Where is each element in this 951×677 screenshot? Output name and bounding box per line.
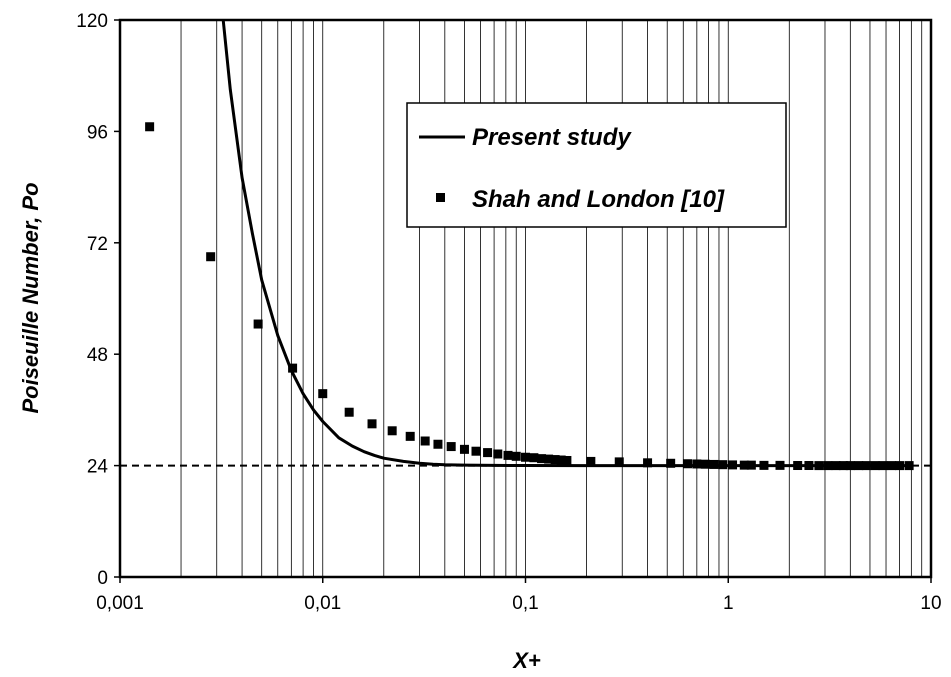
- data-point-shah-london: [471, 446, 481, 456]
- data-point-shah-london: [387, 426, 397, 436]
- data-point-shah-london: [718, 460, 728, 470]
- data-point-shah-london: [483, 448, 493, 458]
- data-point-shah-london: [793, 461, 803, 471]
- x-tick-label: 0,001: [96, 593, 144, 614]
- data-point-shah-london: [700, 459, 710, 469]
- data-point-shah-london: [878, 461, 888, 471]
- data-point-shah-london: [562, 455, 572, 465]
- data-point-shah-london: [521, 452, 530, 462]
- data-point-shah-london: [367, 419, 377, 429]
- data-point-shah-london: [586, 456, 596, 466]
- data-point-shah-london: [775, 460, 785, 470]
- y-tick-label: 0: [97, 568, 108, 589]
- x-tick-label: 1: [723, 593, 734, 614]
- data-point-shah-london: [838, 461, 848, 471]
- data-point-shah-london: [692, 459, 702, 469]
- data-point-shah-london: [550, 455, 560, 465]
- data-point-shah-london: [556, 455, 566, 465]
- data-point-shah-london: [845, 461, 855, 471]
- data-point-shah-london: [728, 460, 738, 470]
- axis-layer: 0,001 0,01 0,1 1 10 0 24 48 72 96 120: [76, 11, 941, 614]
- data-point-shah-london: [544, 454, 554, 464]
- series-line-present-study: [221, 19, 912, 468]
- data-point-shah-london: [446, 442, 456, 452]
- data-point-shah-london: [433, 439, 443, 449]
- data-point-shah-london: [904, 461, 914, 471]
- data-point-shah-london: [511, 451, 521, 461]
- y-tick-label: 48: [87, 345, 108, 366]
- y-tick-label: 72: [87, 234, 108, 255]
- data-point-shah-london: [709, 459, 719, 469]
- data-point-shah-london: [529, 453, 539, 463]
- data-point-shah-london: [206, 252, 216, 262]
- data-point-shah-london: [459, 444, 469, 454]
- data-point-shah-london: [861, 461, 871, 471]
- legend-box: [406, 102, 787, 228]
- legend-label-present-study: Present study: [472, 124, 632, 151]
- data-point-shah-london: [145, 122, 155, 132]
- y-tick-label: 120: [76, 11, 108, 32]
- data-point-shah-london: [739, 460, 749, 470]
- legend: Present study Shah and London [10]: [406, 102, 787, 228]
- data-point-shah-london: [895, 461, 905, 471]
- data-point-shah-london: [493, 449, 503, 459]
- data-point-shah-london: [804, 461, 814, 471]
- legend-marker-swatch: [436, 193, 445, 202]
- data-point-shah-london: [759, 460, 769, 470]
- data-point-shah-london: [854, 461, 864, 471]
- y-axis-title: Poiseuille Number, Po: [18, 182, 43, 413]
- x-tick-label: 0,01: [304, 593, 341, 614]
- y-tick-label: 24: [87, 457, 109, 478]
- data-point-shah-london: [823, 461, 833, 471]
- data-point-shah-london: [666, 458, 676, 468]
- data-point-shah-london: [537, 454, 547, 464]
- data-point-shah-london: [503, 450, 513, 460]
- data-point-shah-london: [870, 461, 880, 471]
- series-layer: [145, 19, 914, 471]
- data-point-shah-london: [831, 461, 841, 471]
- data-point-shah-london: [614, 457, 624, 467]
- data-point-shah-london: [814, 461, 824, 471]
- data-point-shah-london: [405, 431, 415, 441]
- legend-label-shah-london: Shah and London [10]: [472, 186, 725, 213]
- data-point-shah-london: [887, 461, 897, 471]
- data-point-shah-london: [746, 460, 756, 470]
- data-point-shah-london: [288, 363, 298, 373]
- data-point-shah-london: [420, 436, 430, 446]
- x-tick-label: 10: [920, 593, 941, 614]
- y-tick-label: 96: [87, 122, 108, 143]
- data-point-shah-london: [253, 319, 263, 329]
- data-point-shah-london: [318, 389, 328, 399]
- data-point-shah-london: [643, 458, 653, 468]
- x-tick-label: 0,1: [512, 593, 538, 614]
- x-axis-title: X+: [511, 648, 541, 673]
- data-point-shah-london: [683, 459, 693, 469]
- data-point-shah-london: [344, 407, 354, 417]
